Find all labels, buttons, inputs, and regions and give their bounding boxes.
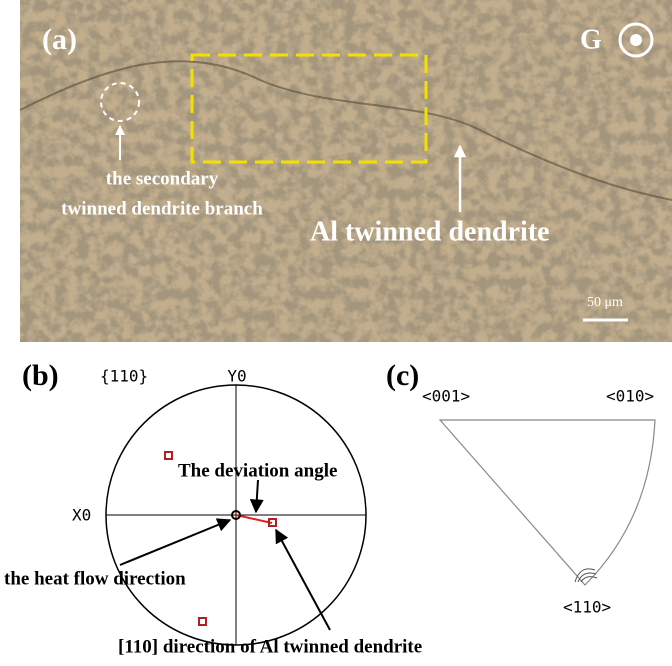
axis-label: Y0 (227, 367, 246, 386)
panel-label: (b) (22, 359, 59, 392)
corner-label: <010> (606, 387, 654, 406)
pole (199, 618, 206, 625)
annotation: The deviation angle (178, 460, 337, 481)
pole (165, 452, 172, 459)
annotation: Al twinned dendrite (310, 216, 550, 247)
gravity-label: G (580, 24, 602, 55)
deviation-line (236, 515, 272, 523)
plane-label: {110} (100, 367, 148, 386)
arrow (256, 480, 258, 512)
panel-label: (a) (42, 23, 77, 56)
arrow (276, 530, 330, 630)
ipf-triangle (440, 420, 655, 585)
panel-label: (c) (386, 359, 419, 392)
gravity-dot (630, 34, 642, 46)
figure: (a) G the secondary twinned dendrite bra… (0, 0, 672, 666)
scale-label: 50 μm (587, 295, 623, 310)
annotation: the secondary (106, 168, 219, 189)
corner-label: <001> (422, 387, 470, 406)
annotation: the heat flow direction (4, 568, 186, 589)
arrow (120, 520, 230, 565)
axis-label: X0 (72, 506, 91, 525)
annotation: twinned dendrite branch (61, 198, 263, 219)
annotation: [110] direction of Al twinned dendrite (118, 636, 422, 657)
corner-label: <110> (563, 598, 611, 617)
